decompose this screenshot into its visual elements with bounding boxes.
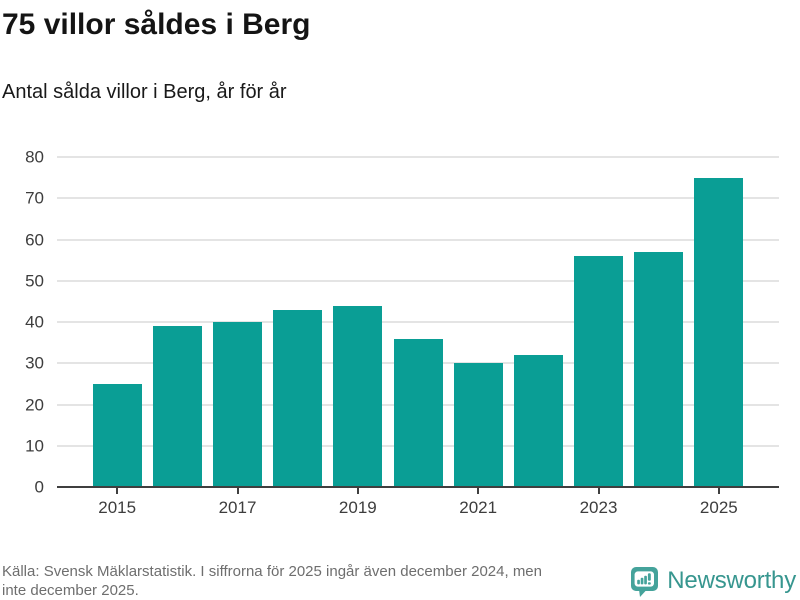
y-axis-label-40: 40 bbox=[25, 312, 44, 332]
y-axis-label-30: 30 bbox=[25, 353, 44, 373]
x-axis-label-2019: 2019 bbox=[338, 498, 377, 517]
x-axis-label-2015: 2015 bbox=[98, 498, 137, 517]
bar-2016 bbox=[152, 326, 202, 487]
source-note: Källa: Svensk Mäklarstatistik. I siffror… bbox=[2, 562, 542, 600]
source-note-line-2: inte december 2025. bbox=[2, 582, 139, 599]
x-tick-2015 bbox=[116, 487, 119, 494]
newsworthy-logo-text: Newsworthy bbox=[667, 567, 796, 594]
bar-2023 bbox=[574, 256, 623, 487]
gridline-y-70 bbox=[57, 197, 779, 200]
page-title: 75 villor såldes i Berg bbox=[2, 8, 311, 41]
y-axis-label-0: 0 bbox=[34, 477, 44, 497]
x-axis-line bbox=[57, 486, 779, 488]
newsworthy-chart-bubble-icon bbox=[630, 566, 659, 597]
x-axis-label-2023: 2023 bbox=[579, 498, 618, 517]
x-tick-2019 bbox=[356, 487, 359, 494]
bar-2022 bbox=[513, 355, 563, 487]
y-axis-label-70: 70 bbox=[25, 188, 44, 208]
y-axis-label-10: 10 bbox=[25, 436, 44, 456]
y-axis-label-80: 80 bbox=[25, 147, 44, 167]
bar-2020 bbox=[393, 338, 443, 487]
bar-2015 bbox=[92, 383, 142, 487]
x-tick-2025 bbox=[717, 487, 720, 494]
bar-2017 bbox=[213, 322, 262, 487]
gridline-y-80 bbox=[57, 156, 779, 158]
y-axis-label-50: 50 bbox=[25, 271, 44, 291]
x-tick-2017 bbox=[236, 487, 239, 494]
x-axis-label-2017: 2017 bbox=[218, 498, 257, 517]
x-tick-2023 bbox=[597, 487, 600, 494]
source-note-line-1: Källa: Svensk Mäklarstatistik. I siffror… bbox=[2, 563, 542, 580]
page-subtitle: Antal sålda villor i Berg, år för år bbox=[2, 81, 287, 103]
plot-area: 0 10 20 30 40 50 60 70 80 2015 2017 2019 2021 2023 202… bbox=[25, 149, 779, 516]
x-tick-2021 bbox=[477, 487, 480, 494]
bar-2025 bbox=[694, 177, 744, 487]
x-axis-label-2025: 2025 bbox=[699, 498, 738, 517]
bar-2021 bbox=[453, 363, 503, 487]
bar-2024 bbox=[634, 251, 684, 487]
gridline-y-60 bbox=[57, 238, 779, 241]
gridline-y-50 bbox=[57, 279, 779, 282]
y-axis-label-60: 60 bbox=[25, 230, 44, 249]
bar-2019 bbox=[333, 305, 383, 487]
bar-2018 bbox=[273, 309, 323, 487]
y-axis-label-20: 20 bbox=[25, 395, 44, 414]
newsworthy-logo: Newsworthy bbox=[630, 564, 796, 598]
x-axis-label-2021: 2021 bbox=[459, 498, 498, 517]
gridline-y-40 bbox=[57, 321, 779, 323]
